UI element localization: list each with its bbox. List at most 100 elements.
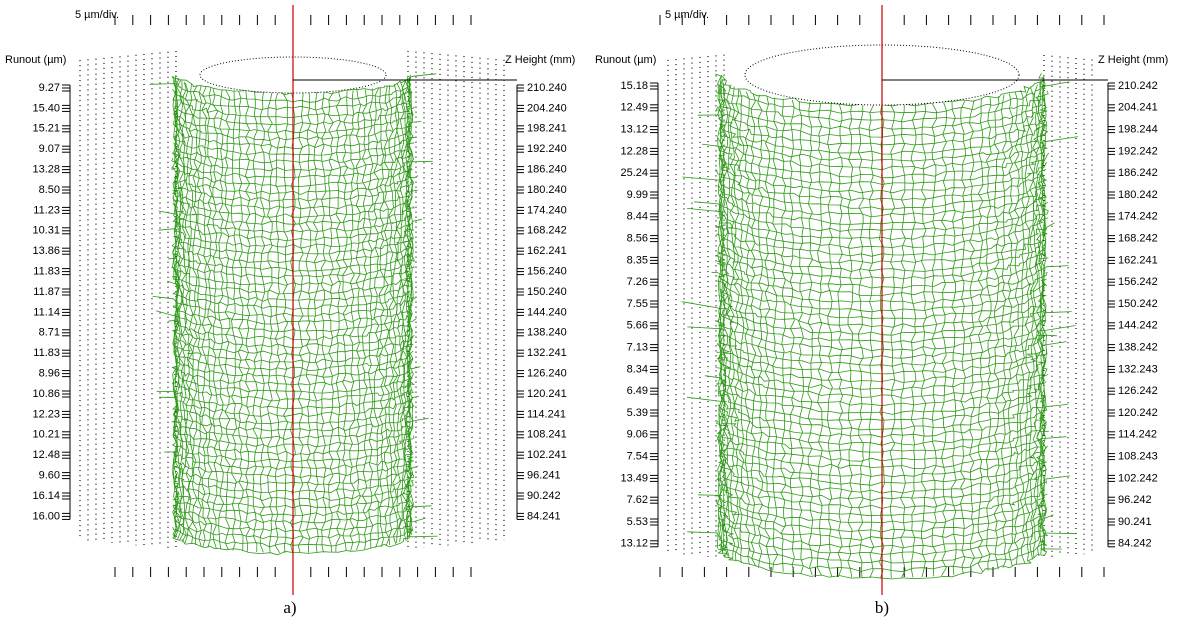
runout-label: 9.27 <box>39 82 60 94</box>
runout-label: 6.49 <box>627 385 648 397</box>
z-height-label: 174.240 <box>527 204 567 216</box>
mesh-line <box>407 76 414 537</box>
mesh-line <box>201 86 208 548</box>
mesh-ring <box>701 143 1048 179</box>
runout-label: 8.44 <box>627 211 648 223</box>
runout-label: 10.21 <box>32 429 60 441</box>
z-height-label: 120.241 <box>527 388 567 400</box>
z-height-label: 90.242 <box>527 490 561 502</box>
runout-label: 12.23 <box>32 408 60 420</box>
runout-label: 7.54 <box>627 451 648 463</box>
caption: b) <box>875 598 889 617</box>
z-height-label: 156.242 <box>1118 276 1158 288</box>
mesh-line <box>383 85 390 547</box>
runout-label: 11.83 <box>33 266 60 278</box>
mesh-line <box>305 92 312 553</box>
mesh-line <box>1000 94 1007 568</box>
runout-label: 11.87 <box>33 286 60 298</box>
mesh-line <box>733 88 740 562</box>
mesh-line <box>1007 93 1014 567</box>
mesh-line <box>244 91 251 552</box>
mesh-line <box>192 84 198 545</box>
mesh-line <box>378 86 385 548</box>
runout-label: 10.86 <box>32 388 60 400</box>
runout-label: 11.83 <box>33 347 60 359</box>
mesh-line <box>1037 80 1044 554</box>
runout-label: 13.28 <box>32 164 60 176</box>
mesh-line <box>717 74 723 549</box>
mesh-line <box>290 92 296 554</box>
z-height-label: 150.242 <box>1118 298 1158 310</box>
mesh-line <box>206 87 213 548</box>
z-height-label: 204.241 <box>1118 102 1158 114</box>
mesh-line <box>328 91 334 553</box>
mesh-ring <box>716 436 1067 470</box>
runout-label: 8.50 <box>39 184 60 196</box>
mesh-line <box>274 92 281 554</box>
mesh-line <box>172 76 179 537</box>
runout-label: 13.12 <box>620 124 648 136</box>
z-height-label: 150.240 <box>527 286 567 298</box>
runout-label: 16.14 <box>32 490 60 502</box>
mesh-line <box>993 96 1000 570</box>
mesh-line <box>868 104 875 579</box>
mesh <box>681 73 1079 580</box>
z-height-label: 138.242 <box>1118 342 1158 354</box>
mesh-line <box>960 100 966 575</box>
mesh-line <box>889 104 896 578</box>
z-height-label: 132.243 <box>1118 363 1158 375</box>
mesh-line <box>297 92 304 554</box>
mesh-line <box>857 104 864 578</box>
panel: 5 µm/div. Runout (µm) Z Height (mm) 15.18 12… <box>595 5 1168 617</box>
runout-label: 9.06 <box>627 429 648 441</box>
mesh-line <box>237 90 244 552</box>
mesh-line <box>985 97 992 571</box>
mesh-line <box>772 97 779 571</box>
mesh-line <box>1024 88 1031 562</box>
caption: a) <box>283 598 296 617</box>
runout-label: 12.28 <box>620 145 648 157</box>
z-height-label: 174.242 <box>1118 211 1158 223</box>
z-height-label: 96.241 <box>527 470 561 482</box>
runout-label: 5.39 <box>627 407 648 419</box>
mesh-line <box>847 104 854 578</box>
mesh-line <box>408 74 414 536</box>
z-height-label: 192.240 <box>527 143 567 155</box>
z-height-label: 168.242 <box>527 225 567 237</box>
runout-label: 8.35 <box>627 254 648 266</box>
mesh-line <box>367 88 374 549</box>
scale-label: 5 µm/div. <box>75 9 119 21</box>
z-height-label: 186.240 <box>527 164 567 176</box>
z-height-label: 192.242 <box>1118 145 1158 157</box>
z-height-label: 84.242 <box>1118 538 1152 550</box>
mesh-line <box>780 98 787 572</box>
z-height-label: 180.240 <box>527 184 567 196</box>
runout-label: 5.53 <box>627 516 648 528</box>
mesh-line <box>744 91 751 565</box>
z-height-label: 144.240 <box>527 306 567 318</box>
mesh-line <box>320 92 327 553</box>
mesh-line <box>931 103 938 577</box>
mesh-line <box>1035 82 1042 556</box>
left-title: Runout (µm) <box>5 54 66 66</box>
runout-label: 13.49 <box>620 472 648 484</box>
runout-label: 7.13 <box>627 342 648 354</box>
mesh-line <box>335 91 342 552</box>
mesh-line <box>1013 91 1020 565</box>
mesh-line <box>969 99 975 573</box>
z-height-label: 138.240 <box>527 327 567 339</box>
z-height-label: 96.242 <box>1118 494 1152 506</box>
z-height-label: 156.240 <box>527 266 567 278</box>
runout-label: 8.96 <box>39 368 60 380</box>
mesh-line <box>399 81 405 542</box>
mesh-line <box>879 104 885 579</box>
z-height-label: 180.242 <box>1118 189 1158 201</box>
mesh-line <box>1019 89 1026 564</box>
runout-label: 11.14 <box>33 306 60 318</box>
z-height-label: 102.242 <box>1118 472 1158 484</box>
z-height-label: 126.242 <box>1118 385 1158 397</box>
mesh-line <box>172 74 178 536</box>
mesh-ring <box>717 404 1068 438</box>
mesh-line <box>725 84 732 558</box>
